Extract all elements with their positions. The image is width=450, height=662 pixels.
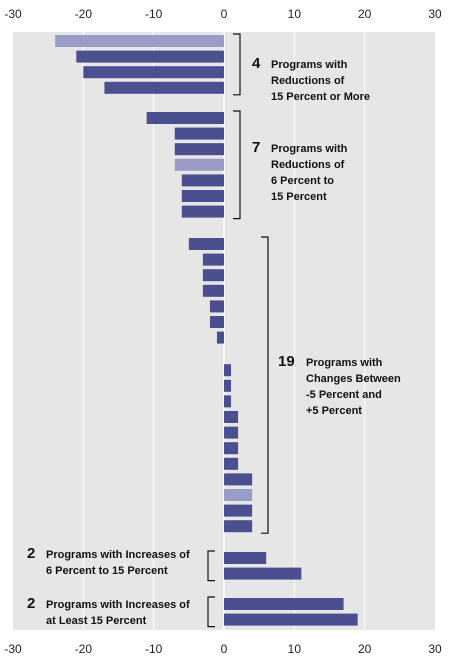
bar-1 (55, 35, 225, 47)
group-count-5: 2 (27, 595, 35, 612)
bar-17 (209, 316, 224, 328)
bar-25 (224, 457, 239, 470)
bar-3 (83, 66, 224, 79)
group-label-5-line-1: Programs with Increases of (46, 599, 190, 611)
group-label-1-line-2: Reductions of (271, 75, 345, 87)
bracket-5 (207, 596, 215, 628)
bracket-3 (261, 236, 269, 534)
bar-21 (224, 395, 232, 408)
group-count-1: 4 (252, 55, 261, 72)
bottom-tick-label-0: -30 (4, 642, 22, 656)
group-count-4: 2 (27, 545, 35, 562)
group-label-5-line-2: at Least 15 Percent (46, 615, 147, 627)
group-label-4-line-1: Programs with Increases of (46, 549, 190, 561)
bar-18 (216, 331, 224, 344)
bottom-tick-label-4: 10 (288, 642, 302, 656)
group-label-3-line-2: Changes Between (306, 373, 401, 385)
bottom-tick-label-1: -20 (75, 642, 93, 656)
bar-23 (224, 426, 239, 439)
bar-20 (224, 379, 232, 392)
bar-27 (224, 489, 253, 501)
axis-ticks: -30 -30 -20 -20 -10 -10 0 0 10 10 20 20 30 30 (4, 7, 442, 656)
bar-24 (224, 442, 239, 455)
top-tick-label-1: -20 (75, 7, 93, 21)
bar-2 (76, 50, 224, 63)
bar-4 (104, 81, 224, 94)
group-label-2-line-2: Reductions of (271, 159, 345, 171)
group-brackets (207, 33, 269, 628)
group-label-3-line-3: -5 Percent and (306, 389, 382, 401)
bar-26 (224, 473, 253, 486)
bar-29 (224, 520, 253, 533)
bars (55, 35, 358, 626)
bar-32 (224, 598, 344, 610)
group-labels: 4 Programs with Reductions of 15 Percent or… (27, 55, 401, 627)
bar-30 (224, 552, 267, 564)
bar-15 (202, 284, 224, 297)
top-tick-label-0: -30 (4, 7, 22, 21)
bottom-tick-label-5: 20 (358, 642, 372, 656)
bottom-tick-label-6: 30 (428, 642, 442, 656)
bar-13 (202, 253, 224, 266)
top-tick-label-6: 30 (428, 7, 442, 21)
bar-22 (224, 411, 239, 423)
top-tick-label-4: 10 (288, 7, 302, 21)
bar-10 (181, 190, 224, 202)
group-label-3-line-4: +5 Percent (306, 405, 362, 417)
group-count-2: 7 (252, 139, 260, 156)
bracket-4 (207, 550, 215, 582)
bracket-2 (233, 110, 241, 220)
bar-7 (174, 143, 224, 156)
bar-28 (224, 504, 253, 517)
top-tick-label-2: -10 (145, 7, 163, 21)
group-label-1-line-1: Programs with (271, 59, 348, 71)
group-label-2-line-1: Programs with (271, 143, 348, 155)
top-tick-label-3: 0 (221, 7, 228, 21)
bottom-tick-label-2: -10 (145, 642, 163, 656)
bar-33 (224, 613, 358, 626)
group-count-3: 19 (278, 353, 295, 370)
bar-12 (188, 238, 224, 250)
bottom-tick-label-3: 0 (221, 642, 228, 656)
bracket-1 (233, 33, 241, 96)
bar-11 (181, 205, 224, 218)
group-label-3-line-1: Programs with (306, 357, 383, 369)
bar-8 (174, 158, 224, 171)
bar-16 (209, 300, 224, 313)
bar-19 (224, 364, 232, 377)
bar-5 (146, 112, 224, 124)
bar-9 (181, 174, 224, 187)
group-label-1-line-3: 15 Percent or More (271, 91, 370, 103)
bar-14 (202, 269, 224, 282)
group-label-2-line-3: 6 Percent to (271, 175, 334, 187)
group-label-4-line-2: 6 Percent to 15 Percent (46, 565, 168, 577)
bar-6 (174, 127, 224, 140)
group-label-2-line-4: 15 Percent (271, 191, 327, 203)
bar-31 (224, 567, 302, 580)
top-tick-label-5: 20 (358, 7, 372, 21)
